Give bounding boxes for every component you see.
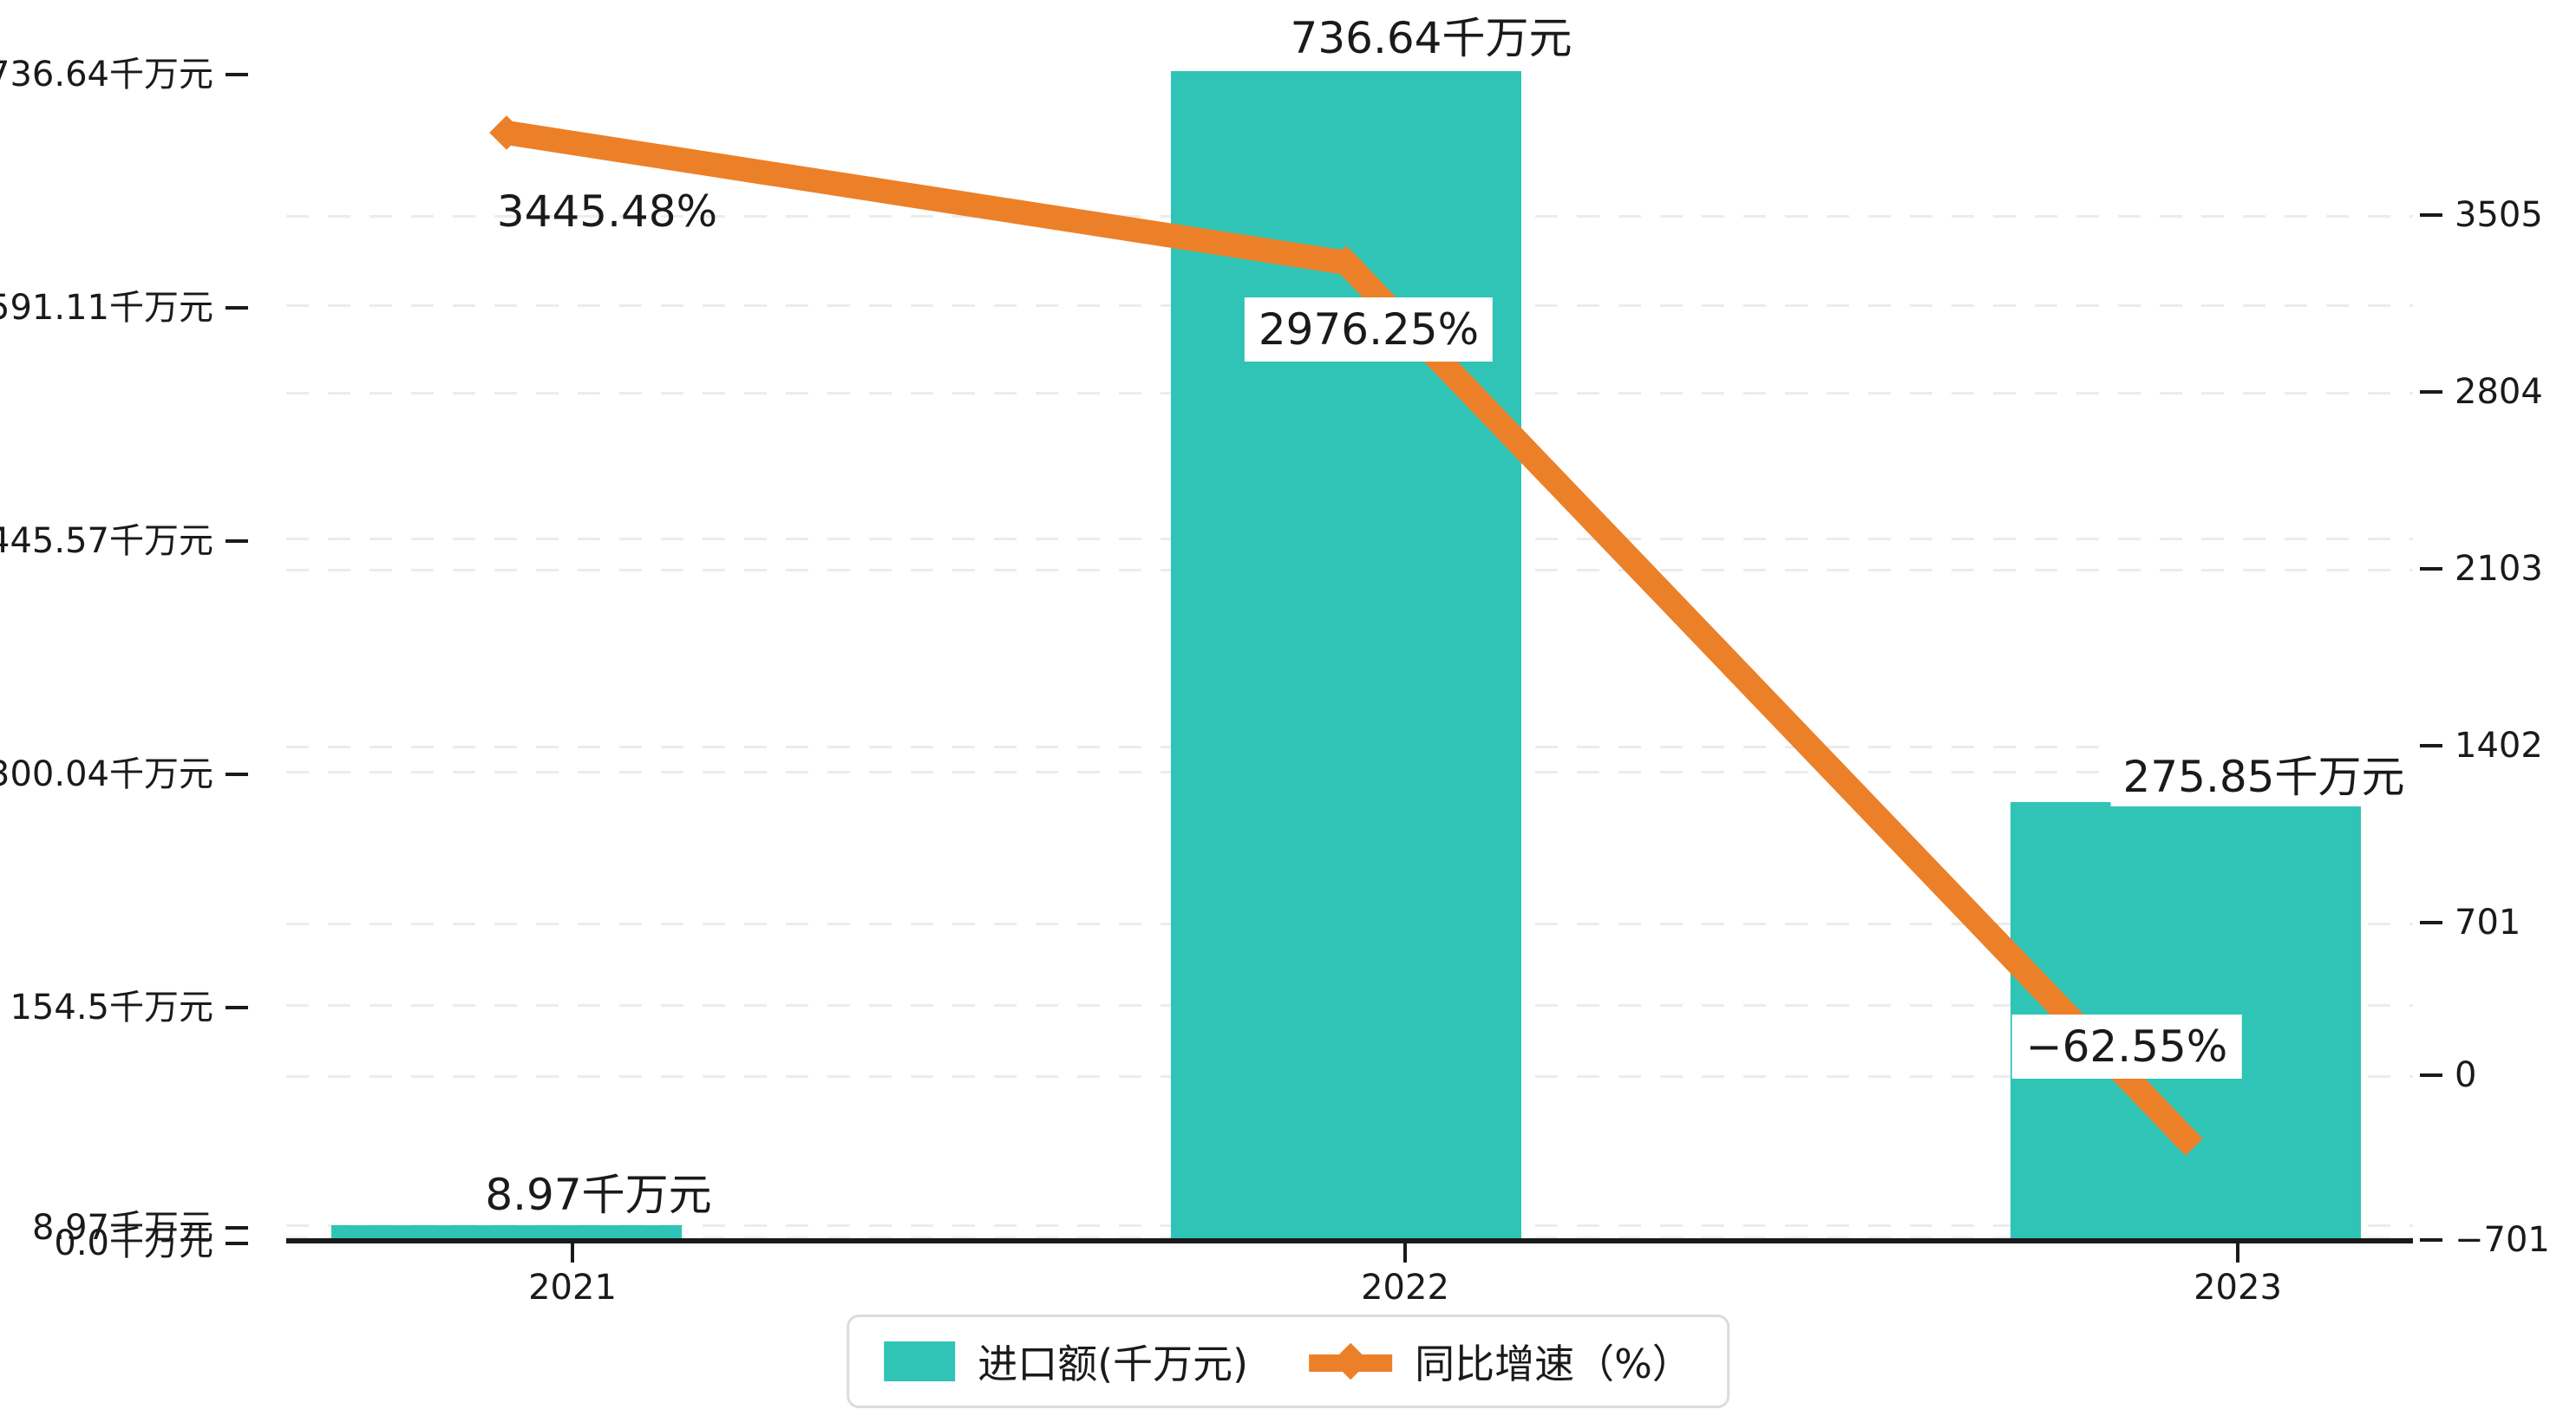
y-axis-left-tick-6: 0.0千万元 — [54, 1215, 248, 1265]
growth-value-label-2021: 3445.48% — [496, 186, 718, 237]
legend-bar-swatch-icon — [884, 1341, 956, 1381]
y-axis-right-tick-label: 2103 — [2455, 549, 2543, 589]
y-axis-left-tick-label: 154.5千万元 — [10, 988, 213, 1028]
tick-dash-icon — [226, 773, 248, 776]
line-marker-2023[interactable] — [2168, 1121, 2203, 1156]
y-axis-right-tick-label: −701 — [2455, 1220, 2550, 1260]
tick-dash-icon — [226, 539, 248, 543]
x-axis-tick-mark-2021 — [571, 1243, 574, 1263]
legend-item-import-amount[interactable]: 进口额(千万元) — [884, 1333, 1248, 1390]
x-axis-label-2022: 2022 — [1361, 1268, 1449, 1308]
bar-value-label-2023: 275.85千万元 — [2110, 741, 2417, 806]
x-axis-line — [286, 1238, 2413, 1243]
tick-dash-icon — [2420, 567, 2442, 571]
y-axis-right-tick-label: 701 — [2455, 903, 2521, 943]
y-axis-left-tick-4: 154.5千万元 — [10, 979, 248, 1029]
y-axis-left-tick-1: 591.11千万元 — [0, 279, 248, 330]
x-axis-label-2021: 2021 — [528, 1268, 617, 1308]
growth-rate-line — [489, 115, 2203, 1156]
y-axis-right-tick-5: 0 — [2420, 1055, 2476, 1095]
tick-dash-icon — [226, 306, 248, 310]
tick-dash-icon — [2420, 921, 2442, 924]
y-axis-right-tick-2: 2103 — [2420, 549, 2543, 589]
y-axis-left-tick-5: 8.97千万元 — [32, 1199, 248, 1250]
tick-dash-icon — [2420, 390, 2442, 394]
growth-value-label-2023: −62.55% — [2011, 1015, 2242, 1079]
y-axis-left-tick-label: 736.64千万元 — [0, 55, 213, 95]
y-axis-left-tick-label: 300.04千万元 — [0, 754, 213, 794]
y-axis-right-tick-4: 701 — [2420, 903, 2520, 943]
tick-dash-icon — [226, 1242, 248, 1245]
tick-dash-icon — [2420, 1238, 2442, 1242]
legend-label-import-amount: 进口额(千万元) — [977, 1341, 1249, 1387]
legend-diamond-marker-icon — [1331, 1342, 1370, 1380]
bar-value-label-2021: 8.97千万元 — [473, 1158, 724, 1224]
y-axis-right-tick-6: −701 — [2420, 1220, 2550, 1260]
tick-dash-icon — [2420, 744, 2442, 747]
bar-2021[interactable] — [331, 1225, 682, 1240]
tick-dash-icon — [226, 1226, 248, 1230]
y-axis-right-tick-label: 0 — [2455, 1055, 2477, 1095]
y-axis-left-tick-3: 300.04千万元 — [0, 746, 248, 796]
line-marker-2021[interactable] — [489, 115, 524, 150]
y-axis-left-tick-label: 445.57千万元 — [0, 521, 213, 561]
bar-value-label-2022: 736.64千万元 — [1278, 2, 1585, 68]
y-axis-left-tick-label: 591.11千万元 — [0, 288, 213, 328]
tick-dash-icon — [226, 1006, 248, 1009]
chart-legend: 进口额(千万元) 同比增速（%） — [847, 1315, 1729, 1408]
legend-item-growth-rate[interactable]: 同比增速（%） — [1309, 1333, 1692, 1390]
y-axis-right-tick-0: 3505 — [2420, 195, 2543, 235]
tick-dash-icon — [226, 73, 248, 76]
y-axis-right-tick-label: 2804 — [2455, 372, 2543, 412]
y-axis-left-tick-2: 445.57千万元 — [0, 512, 248, 563]
growth-value-label-2022: 2976.25% — [1244, 297, 1494, 362]
line-path — [494, 121, 2198, 1151]
legend-line-swatch-icon — [1309, 1342, 1393, 1380]
legend-label-growth-rate: 同比增速（%） — [1415, 1341, 1692, 1387]
y-axis-right-tick-label: 3505 — [2455, 195, 2543, 235]
y-axis-left-tick-0: 736.64千万元 — [0, 46, 248, 96]
x-axis-label-2023: 2023 — [2194, 1268, 2282, 1308]
y-axis-right-tick-1: 2804 — [2420, 372, 2543, 412]
y-axis-left-tick-label: 8.97千万元 — [31, 1208, 213, 1248]
y-axis-right-tick-3: 1402 — [2420, 726, 2543, 766]
tick-dash-icon — [2420, 1073, 2442, 1077]
y-axis-right-tick-label: 1402 — [2455, 726, 2543, 766]
tick-dash-icon — [2420, 213, 2442, 217]
y-axis-left-tick-label: 0.0千万元 — [54, 1224, 213, 1263]
x-axis-tick-mark-2022 — [1403, 1243, 1407, 1263]
x-axis-tick-mark-2023 — [2236, 1243, 2239, 1263]
